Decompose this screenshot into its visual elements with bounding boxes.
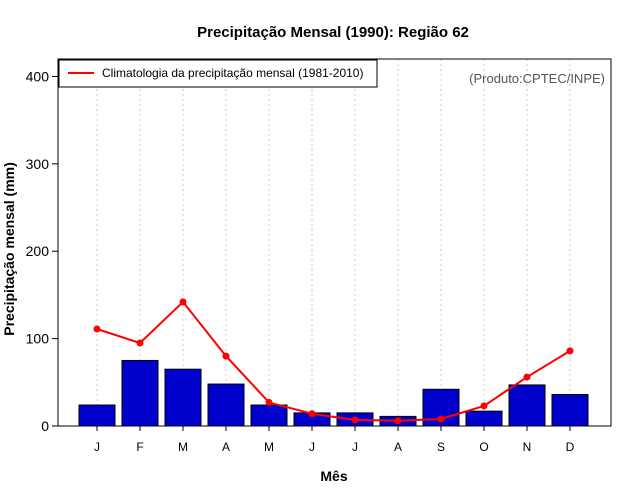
x-tick-label: M — [178, 440, 188, 454]
x-tick-label: A — [222, 440, 230, 454]
climatology-point-0 — [93, 325, 101, 333]
y-tick-label: 200 — [26, 243, 50, 259]
climatology-point-6 — [351, 416, 359, 424]
climatology-point-5 — [308, 410, 316, 418]
bar-3 — [207, 383, 245, 427]
bar-10 — [508, 384, 546, 427]
climatology-point-3 — [222, 352, 230, 360]
climatology-point-10 — [523, 373, 531, 381]
x-tick-label: J — [94, 440, 100, 454]
chart-title: Precipitação Mensal (1990): Região 62 — [197, 24, 469, 41]
climatology-point-2 — [179, 298, 187, 306]
climatology-point-7 — [394, 417, 402, 425]
y-tick-label: 400 — [26, 68, 50, 84]
y-axis: 0 100 200 300 400 — [26, 68, 58, 434]
bar-2 — [164, 368, 202, 427]
climatology-point-9 — [480, 402, 488, 410]
climatology-point-4 — [265, 398, 273, 406]
legend-box — [58, 59, 378, 88]
bar-0 — [78, 404, 116, 427]
legend: Climatologia da precipitação mensal (198… — [58, 59, 378, 88]
x-tick-label: O — [479, 440, 488, 454]
legend-label: Climatologia da precipitação mensal (198… — [102, 66, 363, 80]
x-axis-title: Mês — [320, 468, 347, 484]
climatology-polyline — [96, 300, 571, 422]
x-tick-label: J — [352, 440, 358, 454]
x-tick-label: N — [523, 440, 532, 454]
climatology-point-8 — [437, 415, 445, 423]
y-axis-title: Precipitação mensal (mm) — [1, 162, 17, 336]
x-tick-label: S — [437, 440, 445, 454]
x-tick-label: F — [136, 440, 143, 454]
climatology-point-11 — [566, 347, 574, 355]
plot-frame — [57, 58, 612, 427]
x-tick-label: J — [309, 440, 315, 454]
x-tick-label: D — [566, 440, 575, 454]
y-tick-label: 300 — [26, 156, 50, 172]
bar-1 — [121, 359, 159, 427]
climatology-point-1 — [136, 339, 144, 347]
credit-annotation: (Produto:CPTEC/INPE) — [469, 71, 605, 86]
bars — [78, 359, 589, 427]
bar-9 — [465, 410, 503, 427]
x-tick-label: A — [394, 440, 402, 454]
y-tick-label: 100 — [26, 331, 50, 347]
climatology-line — [93, 298, 574, 425]
y-tick-label: 0 — [41, 418, 49, 434]
x-tick-label: M — [264, 440, 274, 454]
bar-4 — [250, 404, 288, 427]
bar-11 — [551, 394, 589, 427]
